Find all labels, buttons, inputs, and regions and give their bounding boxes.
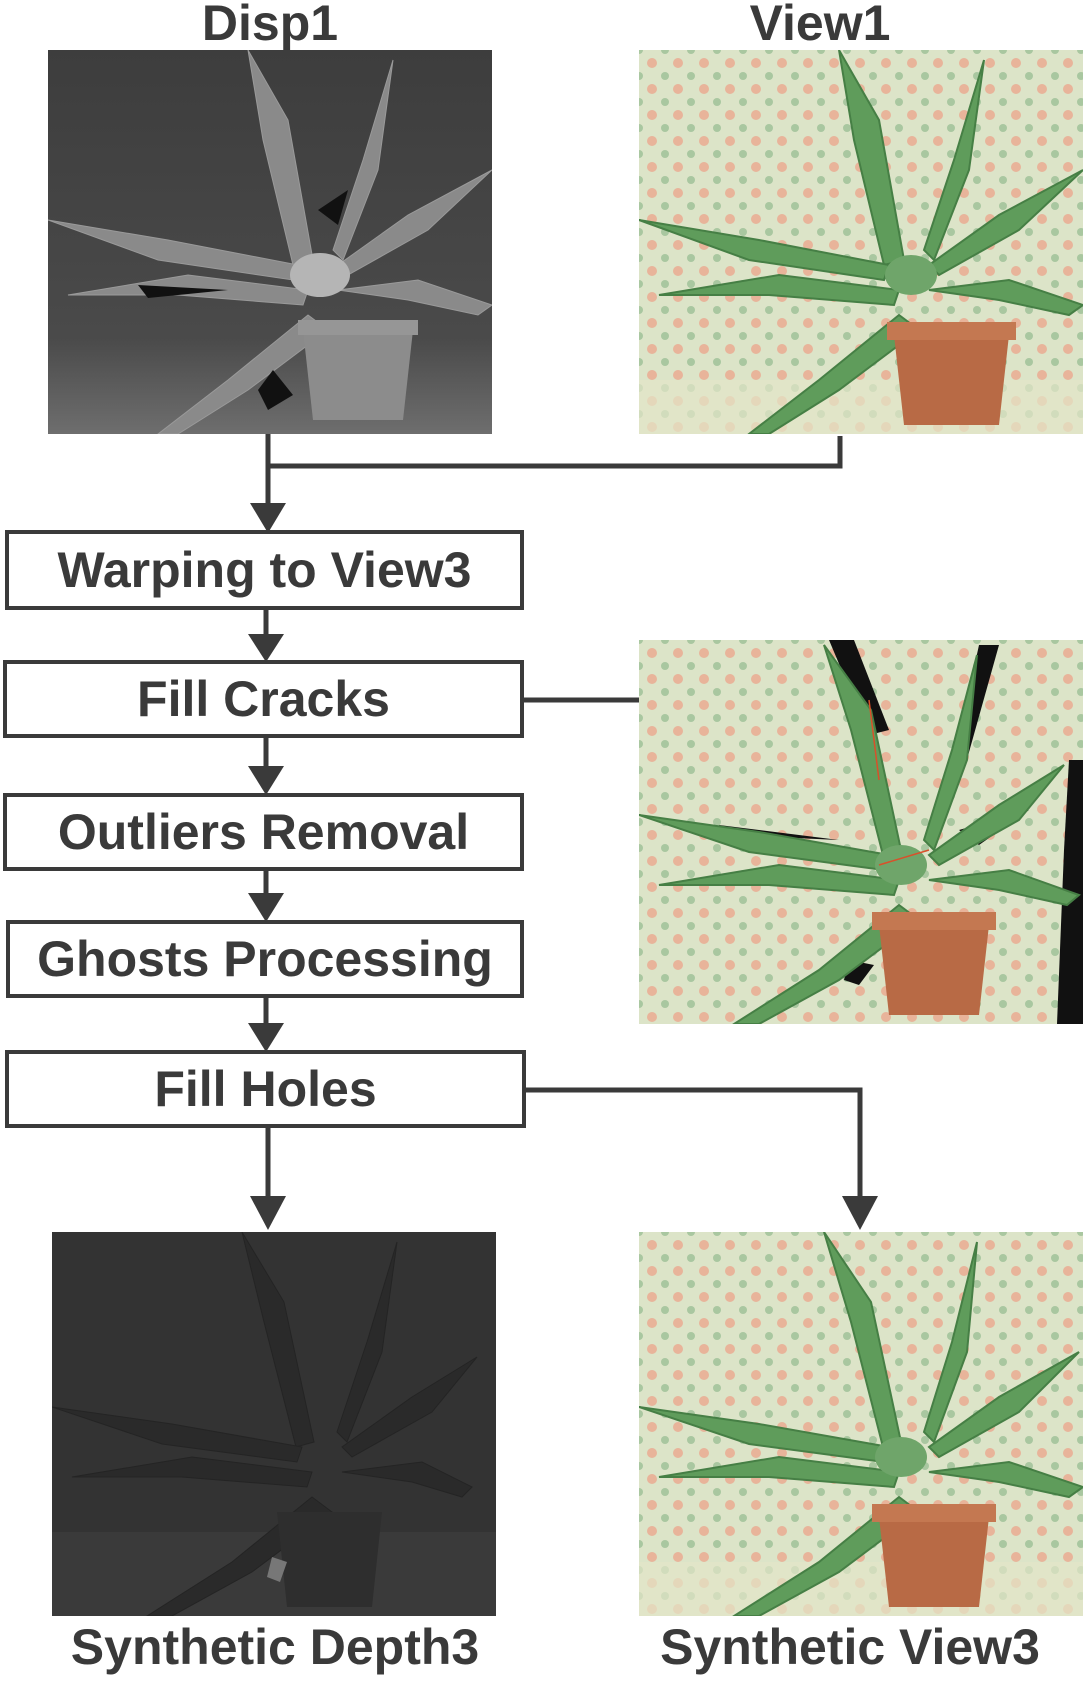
arrowhead-to-holes (248, 1023, 284, 1052)
view1-image (639, 50, 1083, 434)
title-synthetic-view3: Synthetic View3 (660, 1619, 1040, 1675)
title-view1: View1 (749, 0, 891, 51)
fill-holes-step-box: Fill Holes (5, 1050, 526, 1128)
arrowhead-to-view3 (842, 1196, 878, 1230)
arrowhead-to-ghosts (248, 893, 284, 922)
synthetic-view3-image (639, 1232, 1083, 1616)
outliers-removal-step-box: Outliers Removal (3, 793, 524, 871)
title-disp1: Disp1 (201, 0, 339, 51)
synthetic-depth3-image (52, 1232, 496, 1616)
ghosts-processing-step-box: Ghosts Processing (6, 920, 524, 998)
fill-cracks-step-box: Fill Cracks (3, 660, 524, 738)
arrowhead-to-cracks (248, 634, 284, 662)
view1-merge-line (268, 436, 843, 469)
warping-step-box: Warping to View3 (5, 530, 524, 610)
arrowhead-to-depth3 (250, 1196, 286, 1230)
arrowhead-to-warp (250, 503, 286, 533)
arrowhead-to-outliers (248, 766, 284, 795)
disp1-depth-image (48, 50, 492, 434)
warped-intermediate-image (639, 640, 1083, 1024)
holes-to-view-line (526, 1087, 863, 1198)
title-synthetic-depth3: Synthetic Depth3 (70, 1619, 480, 1675)
